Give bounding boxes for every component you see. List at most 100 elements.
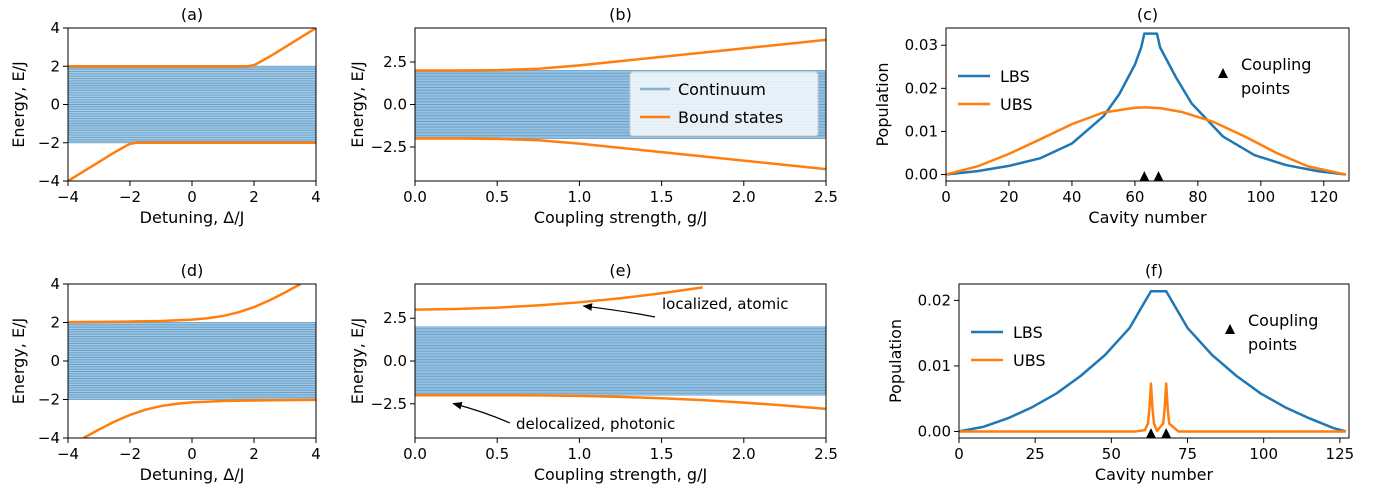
x-tick-label: 0 bbox=[187, 445, 197, 463]
x-tick-label: 120 bbox=[1309, 188, 1338, 206]
x-tick-label: 20 bbox=[999, 188, 1018, 206]
coupling-point-legend-marker bbox=[1218, 68, 1228, 78]
x-tick-label: 50 bbox=[1102, 445, 1121, 463]
x-tick-label: −4 bbox=[57, 188, 79, 206]
series-line-bound-state-1 bbox=[68, 284, 302, 324]
legend-label-lbs: LBS bbox=[1000, 67, 1030, 86]
chart-panel-f: 0 25 50 75 100 125 0.00 0.01 0.02 (f) Cavity numbe… bbox=[886, 261, 1354, 484]
annotation-arrow-delocalized bbox=[452, 402, 511, 424]
plot-area-e bbox=[415, 286, 826, 411]
series-line-bound-state-0 bbox=[68, 141, 316, 181]
y-tick-label: 0 bbox=[50, 96, 60, 114]
panel-title: (b) bbox=[609, 5, 632, 24]
x-tick-label: 125 bbox=[1326, 445, 1355, 463]
annotations: localized, atomic delocalized, photonic bbox=[452, 295, 789, 433]
x-tick-label: −4 bbox=[57, 445, 79, 463]
y-tick-label: −4 bbox=[38, 172, 60, 190]
panel-title: (d) bbox=[181, 261, 204, 280]
plot-area-a bbox=[68, 28, 316, 181]
x-tick-label: 4 bbox=[311, 445, 321, 463]
x-tick-label: 0.0 bbox=[403, 188, 427, 206]
legend-label-lbs: LBS bbox=[1013, 323, 1043, 342]
x-tick-label: 2.0 bbox=[732, 445, 756, 463]
x-tick-label: 1.0 bbox=[567, 445, 591, 463]
y-tick-label: 0.0 bbox=[383, 352, 407, 370]
legend-frame bbox=[629, 71, 819, 137]
x-axis-label: Detuning, Δ/J bbox=[140, 465, 245, 484]
x-axis-label: Coupling strength, g/J bbox=[534, 465, 707, 484]
coupling-label-line1: Coupling bbox=[1248, 311, 1318, 330]
y-tick-label: 0.01 bbox=[918, 357, 951, 375]
x-tick-label: 2.5 bbox=[814, 188, 838, 206]
y-tick-label: 0.00 bbox=[905, 166, 938, 184]
x-axis-label: Coupling strength, g/J bbox=[534, 208, 707, 227]
y-tick-label: −4 bbox=[38, 429, 60, 447]
legend-label-continuum: Continuum bbox=[678, 80, 766, 99]
y-tick-label: 0.03 bbox=[905, 36, 938, 54]
series-line-bound-state-1 bbox=[415, 393, 826, 411]
x-tick-label: 0.0 bbox=[403, 445, 427, 463]
coupling-label-line1: Coupling bbox=[1241, 55, 1311, 74]
legend: Continuum Bound states bbox=[629, 71, 819, 137]
y-axis-label: Energy, E/J bbox=[348, 61, 367, 147]
coupling-point-marker bbox=[1145, 428, 1156, 439]
chart-panel-e: 0.0 0.5 1.0 1.5 2.0 2.5 −2.5 0.0 2.5 (e) Coupling … bbox=[348, 261, 838, 484]
chart-panel-c: 0 20 40 60 80 100 120 0.00 0.01 0.02 0.03 (c) Cavity… bbox=[873, 5, 1350, 227]
x-tick-label: 2 bbox=[249, 445, 259, 463]
coupling-label-line2: points bbox=[1241, 79, 1290, 98]
x-tick-label: −2 bbox=[119, 188, 141, 206]
x-tick-label: 1.5 bbox=[650, 188, 674, 206]
x-tick-label: 100 bbox=[1249, 445, 1278, 463]
y-tick-label: 0.02 bbox=[905, 79, 938, 97]
panel-title: (a) bbox=[181, 5, 203, 24]
x-tick-label: 25 bbox=[1026, 445, 1045, 463]
coupling-point-marker bbox=[1161, 428, 1172, 439]
y-axis-label: Population bbox=[873, 62, 892, 146]
x-tick-label: 100 bbox=[1247, 188, 1276, 206]
y-tick-label: 0 bbox=[50, 352, 60, 370]
chart-panel-a: −4 −2 0 2 4 −4 −2 0 2 4 (a) Detuning, Δ/J Energy, E/… bbox=[9, 5, 321, 227]
x-tick-label: 0 bbox=[941, 188, 951, 206]
y-tick-label: 2 bbox=[50, 57, 60, 75]
series-line-lbs-0 bbox=[959, 289, 1347, 433]
legend: LBS UBS bbox=[958, 67, 1033, 114]
series-line-bound-states-0 bbox=[415, 38, 826, 72]
y-tick-label: 2 bbox=[50, 314, 60, 332]
annotation-delocalized: delocalized, photonic bbox=[516, 415, 675, 433]
y-tick-label: 0.02 bbox=[918, 291, 951, 309]
plot-area-f bbox=[959, 289, 1347, 433]
x-tick-label: −2 bbox=[119, 445, 141, 463]
y-tick-label: 2.5 bbox=[383, 309, 407, 327]
x-tick-label: 60 bbox=[1125, 188, 1144, 206]
legend-label-bound-states: Bound states bbox=[678, 108, 783, 127]
coupling-point-legend-marker bbox=[1225, 324, 1235, 334]
y-tick-label: 4 bbox=[50, 19, 60, 37]
legend-label-ubs: UBS bbox=[1000, 95, 1033, 114]
coupling-points-legend: Coupling points bbox=[1218, 55, 1311, 98]
coupling-point-marker bbox=[1139, 171, 1150, 182]
x-tick-label: 2.0 bbox=[732, 188, 756, 206]
y-tick-label: 0.01 bbox=[905, 122, 938, 140]
plot-area-d bbox=[68, 284, 316, 438]
series-line-bound-state-1 bbox=[68, 28, 316, 68]
y-tick-label: 4 bbox=[50, 275, 60, 293]
x-tick-label: 1.5 bbox=[650, 445, 674, 463]
x-tick-label: 4 bbox=[311, 188, 321, 206]
x-tick-label: 80 bbox=[1188, 188, 1207, 206]
x-tick-label: 0 bbox=[954, 445, 964, 463]
annotation-localized: localized, atomic bbox=[662, 295, 789, 313]
coupling-label-line2: points bbox=[1248, 335, 1297, 354]
x-tick-label: 40 bbox=[1062, 188, 1081, 206]
y-axis-label: Energy, E/J bbox=[348, 318, 367, 404]
plot-area-c bbox=[946, 32, 1347, 176]
y-tick-label: 0.0 bbox=[383, 96, 407, 114]
panel-title: (e) bbox=[609, 261, 631, 280]
panel-title: (f) bbox=[1145, 261, 1163, 280]
y-tick-label: −2.5 bbox=[371, 138, 407, 156]
panel-title: (c) bbox=[1137, 5, 1158, 24]
x-tick-label: 2 bbox=[249, 188, 259, 206]
x-tick-label: 75 bbox=[1178, 445, 1197, 463]
x-axis-label: Cavity number bbox=[1088, 208, 1207, 227]
coupling-point-marker bbox=[1153, 171, 1164, 182]
